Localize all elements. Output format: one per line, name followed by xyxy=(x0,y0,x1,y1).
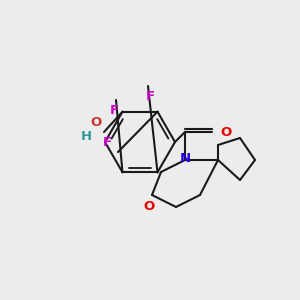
Text: H: H xyxy=(81,130,92,142)
Text: O: O xyxy=(220,125,231,139)
Text: F: F xyxy=(103,136,112,149)
Text: F: F xyxy=(146,90,154,103)
Text: O: O xyxy=(143,200,155,213)
Text: O: O xyxy=(91,116,102,129)
Text: F: F xyxy=(110,104,118,117)
Text: N: N xyxy=(179,152,191,166)
